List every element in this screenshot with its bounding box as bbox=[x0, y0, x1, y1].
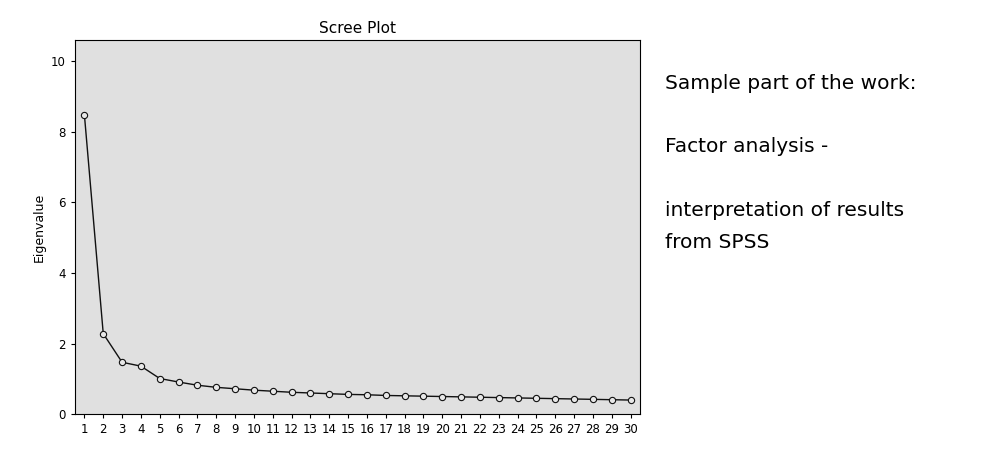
Text: Sample part of the work:

Factor analysis -

interpretation of results
from SPSS: Sample part of the work: Factor analysis… bbox=[665, 74, 916, 252]
Y-axis label: Eigenvalue: Eigenvalue bbox=[33, 192, 46, 262]
Title: Scree Plot: Scree Plot bbox=[319, 21, 396, 36]
